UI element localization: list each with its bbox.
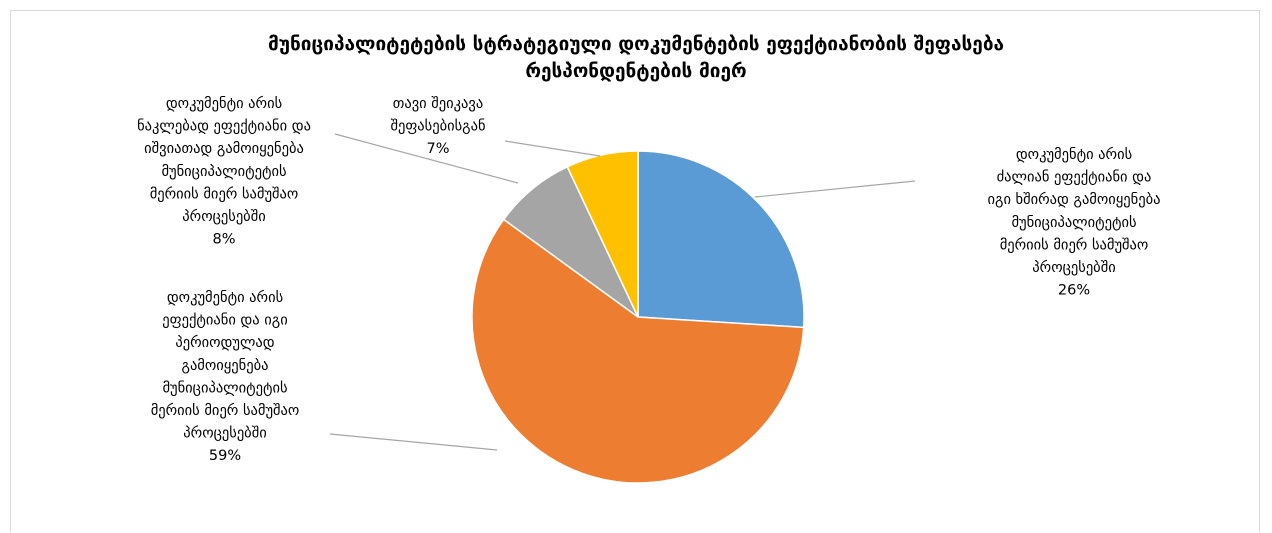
data-label-percent: 8% xyxy=(212,232,235,248)
data-label-line: იგი ხშირად გამოიყენება xyxy=(988,191,1161,208)
data-label-line: შეფასებისგან xyxy=(390,119,485,135)
leader-lines xyxy=(329,133,916,451)
pie-slice-1 xyxy=(637,150,805,329)
data-label-2: დოკუმენტი არის ეფექტიანი და იგი პერიოდულად… xyxy=(151,289,300,464)
data-label-line: მერიის მიერ სამუშაო xyxy=(1000,236,1149,253)
data-label-line: მუნიციპალიტეტის xyxy=(161,164,286,180)
data-label-line: პროცესებში xyxy=(1032,259,1115,276)
pie-slice-2 xyxy=(471,218,805,484)
leader-line-2 xyxy=(329,433,498,451)
leader-line-3 xyxy=(334,133,519,184)
data-label-percent: 26% xyxy=(1058,283,1090,299)
pie-slices xyxy=(471,150,805,484)
data-label-line: მერიის მიერ სამუშაო xyxy=(150,185,299,202)
data-label-line: გამოიყენება xyxy=(182,358,269,374)
data-label-line: ნაკლებად ეფექტიანი და xyxy=(137,119,311,135)
chart-title-line: რესპონდენტების მიერ xyxy=(525,60,746,82)
data-label-line: დოკუმენტი არის xyxy=(166,95,282,112)
data-label-line: ეფექტიანი და იგი xyxy=(162,313,287,329)
data-label-line: მუნიციპალიტეტის xyxy=(1011,215,1136,231)
data-label-percent: 59% xyxy=(209,448,241,464)
chart-title-line: მუნიციპალიტეტების სტრატეგიული დოკუმენტებ… xyxy=(268,33,1004,55)
data-label-line: პროცესებში xyxy=(182,208,265,225)
data-label-line: პერიოდულად xyxy=(175,334,274,351)
data-label-line: მუნიციპალიტეტის xyxy=(162,380,287,396)
data-label-4: თავი შეიკავა შეფასებისგან 7% xyxy=(390,96,485,157)
data-label-line: იშვიათად გამოიყენება xyxy=(144,141,304,157)
data-label-1: დოკუმენტი არის ძალიან ეფექტიანი და იგი ხში… xyxy=(988,146,1161,299)
data-label-line: დოკუმენტი არის xyxy=(167,289,283,306)
data-label-line: თავი შეიკავა xyxy=(393,96,483,112)
pie-slice-4 xyxy=(566,150,639,318)
data-label-line: პროცესებში xyxy=(183,425,266,442)
data-label-line: მერიის მიერ სამუშაო xyxy=(151,402,300,419)
data-labels: დოკუმენტი არის ძალიან ეფექტიანი და იგი ხში… xyxy=(137,95,1160,464)
leader-line-1 xyxy=(754,180,916,198)
data-label-3: დოკუმენტი არის ნაკლებად ეფექტიანი და იშვია… xyxy=(137,95,311,248)
data-label-line: დოკუმენტი არის xyxy=(1016,146,1132,163)
leader-line-4 xyxy=(504,140,601,157)
chart-title: მუნიციპალიტეტების სტრატეგიული დოკუმენტებ… xyxy=(268,33,1004,82)
data-label-percent: 7% xyxy=(426,141,449,157)
data-label-line: ძალიან ეფექტიანი და xyxy=(997,170,1152,186)
